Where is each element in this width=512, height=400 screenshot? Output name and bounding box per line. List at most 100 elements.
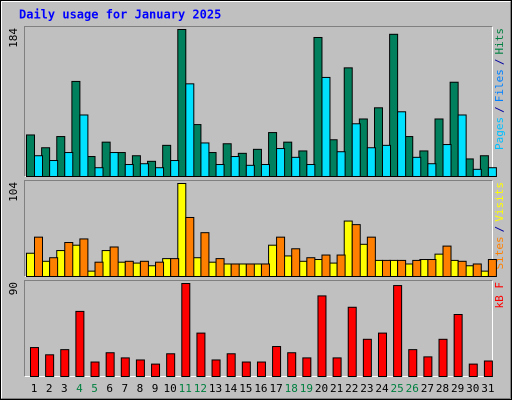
x-tick-label: 15 — [239, 382, 252, 395]
bar — [408, 349, 418, 377]
bar — [45, 354, 55, 377]
bar — [26, 252, 35, 277]
legend-entry: / — [493, 59, 506, 66]
bar — [442, 245, 452, 278]
x-tick-label: 27 — [421, 382, 434, 395]
legend-entry: / — [493, 106, 506, 113]
bar — [260, 263, 270, 278]
side-label: Pages / Files / Hits — [493, 28, 506, 150]
bar — [287, 352, 297, 378]
bar — [90, 361, 100, 377]
bar — [412, 156, 422, 177]
bar — [245, 164, 255, 177]
x-tick-label: 7 — [121, 382, 128, 395]
bar — [226, 353, 236, 377]
bar — [181, 283, 191, 377]
bar — [60, 349, 70, 377]
bar — [177, 29, 187, 177]
bar — [351, 224, 361, 277]
bar — [139, 260, 149, 277]
x-tick-label: 30 — [466, 382, 479, 395]
bar — [332, 357, 342, 377]
bar — [109, 246, 119, 278]
legend-entry: kB F — [493, 282, 506, 309]
bar — [105, 352, 115, 378]
bar — [427, 163, 437, 178]
bar — [397, 259, 407, 277]
x-tick-label: 14 — [224, 382, 238, 395]
bar — [472, 263, 482, 278]
y-tick-label: 104 — [7, 182, 20, 202]
legend-entry: Files — [493, 69, 506, 102]
x-tick-label: 5 — [91, 382, 98, 395]
x-tick-label: 1 — [31, 382, 38, 395]
bar — [166, 353, 176, 377]
bar — [351, 123, 361, 177]
x-tick-label: 16 — [254, 382, 267, 395]
x-tick-label: 22 — [345, 382, 358, 395]
x-tick-label: 12 — [194, 382, 207, 395]
bar — [211, 359, 221, 378]
x-tick-label: 10 — [164, 382, 177, 395]
bar — [487, 259, 497, 277]
x-tick-label: 21 — [330, 382, 343, 395]
bar — [397, 111, 407, 177]
bar — [306, 164, 316, 178]
bar — [34, 155, 43, 177]
bar — [34, 236, 43, 277]
bar — [336, 151, 346, 177]
bar — [306, 257, 316, 278]
x-tick-label: 26 — [406, 382, 419, 395]
x-tick-label: 28 — [436, 382, 449, 395]
bar — [343, 67, 353, 177]
bar — [412, 259, 422, 277]
bar — [170, 258, 180, 278]
bar — [336, 254, 346, 278]
bar — [321, 76, 331, 177]
bar — [472, 168, 482, 178]
x-tick-label: 3 — [61, 382, 68, 395]
bar — [272, 346, 282, 377]
bar — [313, 36, 323, 177]
x-tick-label: 9 — [152, 382, 159, 395]
bar — [366, 236, 376, 277]
x-tick-label: 17 — [269, 382, 282, 395]
bar — [252, 148, 262, 178]
bar — [185, 216, 195, 278]
bar — [366, 147, 376, 178]
x-tick-label: 29 — [451, 382, 464, 395]
bar — [30, 347, 39, 378]
bar — [381, 144, 391, 177]
bar — [200, 142, 210, 177]
x-tick-label: 2 — [46, 382, 53, 395]
bar — [276, 236, 286, 277]
bar — [487, 167, 497, 178]
x-tick-label: 13 — [209, 382, 222, 395]
bar — [302, 357, 312, 377]
bar — [457, 114, 467, 177]
x-tick-label: 8 — [137, 382, 144, 395]
bar — [94, 167, 104, 178]
bar — [457, 260, 467, 277]
bar — [468, 363, 478, 378]
bar — [94, 261, 104, 278]
bar — [245, 263, 255, 278]
bar — [256, 361, 266, 377]
x-tick-label: 18 — [285, 382, 298, 395]
bar — [49, 257, 59, 278]
x-tick-label: 11 — [179, 382, 192, 395]
bar — [196, 332, 206, 378]
bar — [109, 152, 119, 177]
bar — [393, 285, 403, 378]
bar — [139, 163, 149, 178]
bar — [215, 258, 225, 278]
bar — [362, 338, 372, 377]
bar — [321, 254, 331, 278]
bar — [453, 314, 463, 377]
legend-entry: Visits — [493, 182, 506, 222]
bar — [276, 148, 286, 177]
bar — [64, 242, 74, 277]
bar — [124, 260, 134, 277]
bar — [135, 359, 145, 378]
bar — [230, 263, 240, 278]
